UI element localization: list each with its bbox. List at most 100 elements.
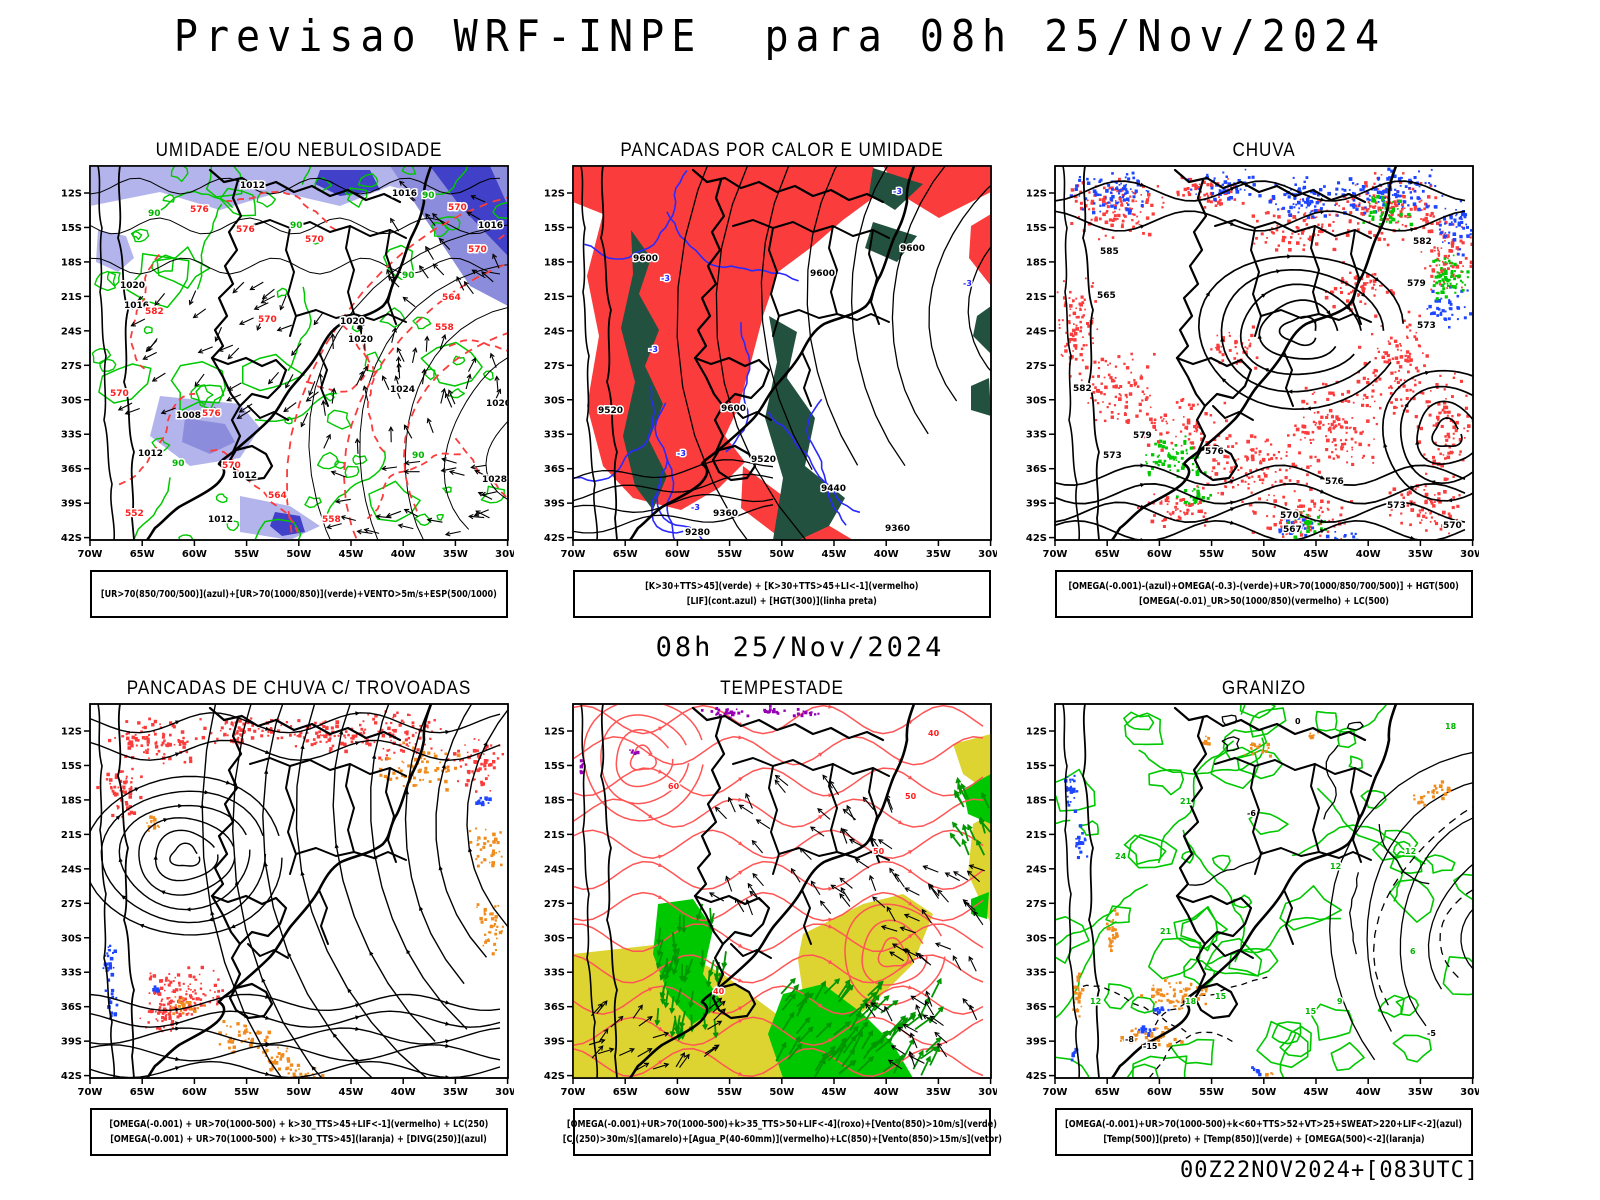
svg-text:579: 579 [1133, 431, 1152, 441]
svg-text:570: 570 [468, 245, 487, 255]
svg-text:9280: 9280 [685, 528, 710, 538]
svg-text:6: 6 [1410, 947, 1416, 956]
svg-text:55W: 55W [234, 1087, 259, 1098]
svg-text:45W: 45W [339, 549, 364, 560]
svg-text:12S: 12S [544, 727, 565, 738]
map-pancadas-calor: -3 -3 -3 -3 -3 -3 9600 9600 9600 9600 9520 9520 9440… [544, 165, 997, 560]
svg-text:558: 558 [322, 515, 341, 525]
svg-text:9520: 9520 [751, 455, 776, 465]
svg-text:35W: 35W [443, 1087, 468, 1098]
panel-title: PANCADAS POR CALOR E UMIDADE [620, 140, 944, 161]
svg-text:42S: 42S [1026, 1071, 1047, 1082]
svg-text:15: 15 [1215, 992, 1227, 1001]
caption-line: [OMEGA(-0.001) + UR>70(1000-500) + k>30_… [110, 1134, 488, 1145]
svg-text:42S: 42S [1026, 533, 1047, 544]
svg-text:21S: 21S [61, 830, 82, 841]
map-granizo: 21 24 12 15 18 12 15 18 12 6 9 21 -15 -8 -5 -6 0 12S 15S 18… [1026, 703, 1479, 1098]
svg-text:18S: 18S [544, 257, 565, 268]
svg-text:40W: 40W [391, 549, 416, 560]
svg-text:30S: 30S [61, 933, 82, 944]
svg-text:50W: 50W [769, 1087, 794, 1098]
svg-text:582: 582 [1413, 237, 1432, 247]
svg-text:90: 90 [148, 209, 161, 219]
svg-text:36S: 36S [544, 1002, 565, 1013]
svg-text:70W: 70W [561, 1087, 586, 1098]
svg-text:573: 573 [1387, 501, 1406, 511]
svg-text:30W: 30W [978, 1087, 997, 1098]
svg-text:1028: 1028 [482, 475, 507, 485]
svg-text:36S: 36S [61, 464, 82, 475]
svg-text:50W: 50W [769, 549, 794, 560]
svg-text:55W: 55W [234, 549, 259, 560]
svg-text:39S: 39S [61, 499, 82, 510]
caption-box: [OMEGA(-0.001)+UR>70(1000-500)+k>35_TTS>… [562, 1108, 1002, 1156]
svg-text:40W: 40W [1356, 549, 1381, 560]
svg-text:-15: -15 [1143, 1042, 1158, 1051]
svg-text:564: 564 [442, 293, 461, 303]
panel-title: TEMPESTADE [720, 678, 844, 699]
svg-text:579: 579 [1407, 279, 1426, 289]
svg-text:60W: 60W [1147, 1087, 1172, 1098]
svg-text:39S: 39S [544, 1037, 565, 1048]
svg-text:30S: 30S [61, 395, 82, 406]
svg-text:9600: 9600 [633, 254, 658, 264]
svg-text:30W: 30W [495, 1087, 514, 1098]
svg-text:-3: -3 [963, 279, 972, 288]
svg-text:570: 570 [305, 235, 324, 245]
caption-box: [OMEGA(-0.001)-(azul)+OMEGA(-0.3)-(verde… [1055, 570, 1473, 618]
svg-text:40W: 40W [1356, 1087, 1381, 1098]
svg-text:573: 573 [1417, 321, 1436, 331]
svg-text:50: 50 [905, 792, 917, 801]
svg-text:558: 558 [435, 323, 454, 333]
svg-text:552: 552 [125, 509, 144, 519]
map-chuva: 582 579 573 570 573 576 579 573 567 570 585 565 582 5… [1026, 165, 1479, 560]
svg-text:21: 21 [1160, 927, 1172, 936]
svg-text:60: 60 [668, 782, 680, 791]
caption-line: [Temp(500)](preto) + [Temp(850)](verde) … [1103, 1134, 1425, 1145]
svg-text:9360: 9360 [713, 509, 738, 519]
svg-text:570: 570 [222, 461, 241, 471]
svg-text:33S: 33S [1026, 430, 1047, 441]
svg-text:45W: 45W [339, 1087, 364, 1098]
svg-text:40: 40 [713, 987, 725, 996]
svg-text:40W: 40W [874, 549, 899, 560]
caption-line: [OMEGA(-0.001)+UR>70(1000-500)+k<60+TTS>… [1065, 1119, 1463, 1130]
svg-text:1012: 1012 [138, 449, 163, 459]
caption-line: [LIF](cont.azul) + [HGT(300)](linha pret… [686, 596, 878, 607]
svg-text:27S: 27S [61, 899, 82, 910]
svg-text:-6: -6 [1247, 809, 1256, 818]
svg-text:567: 567 [1283, 525, 1302, 535]
panel-title: UMIDADE E/OU NEBULOSIDADE [155, 140, 443, 161]
svg-text:570: 570 [1443, 521, 1462, 531]
svg-text:90: 90 [402, 271, 415, 281]
svg-text:39S: 39S [1026, 1037, 1047, 1048]
svg-text:21: 21 [1180, 797, 1192, 806]
svg-text:9600: 9600 [900, 244, 925, 254]
svg-text:12: 12 [1405, 847, 1416, 856]
svg-text:12S: 12S [1026, 727, 1047, 738]
svg-text:570: 570 [258, 315, 277, 325]
svg-text:18: 18 [1185, 997, 1197, 1006]
caption-line: [OMEGA(-0.001)+UR>70(1000-500)+k>35_TTS>… [567, 1119, 997, 1130]
svg-text:36S: 36S [1026, 1002, 1047, 1013]
svg-text:35W: 35W [926, 549, 951, 560]
svg-text:18S: 18S [1026, 795, 1047, 806]
svg-text:570: 570 [1280, 511, 1299, 521]
svg-text:-5: -5 [1427, 1029, 1436, 1038]
svg-text:33S: 33S [544, 430, 565, 441]
svg-text:35W: 35W [443, 549, 468, 560]
svg-text:12: 12 [1090, 997, 1101, 1006]
svg-text:15S: 15S [61, 223, 82, 234]
caption-line: [CJ(250)>30m/s](amarelo)+[Agua_P(40-60mm… [562, 1134, 1002, 1145]
svg-text:45W: 45W [822, 1087, 847, 1098]
svg-text:15S: 15S [544, 761, 565, 772]
svg-text:42S: 42S [61, 533, 82, 544]
svg-text:30S: 30S [544, 395, 565, 406]
svg-text:15S: 15S [1026, 223, 1047, 234]
svg-text:12S: 12S [61, 727, 82, 738]
panel-trovoadas: PANCADAS DE CHUVA C/ TROVOADAS 12S 15S 18S… [54, 678, 529, 1156]
svg-text:1008: 1008 [176, 411, 201, 421]
svg-text:1024: 1024 [390, 385, 415, 395]
svg-text:1020: 1020 [120, 281, 145, 291]
svg-text:9360: 9360 [885, 524, 910, 534]
